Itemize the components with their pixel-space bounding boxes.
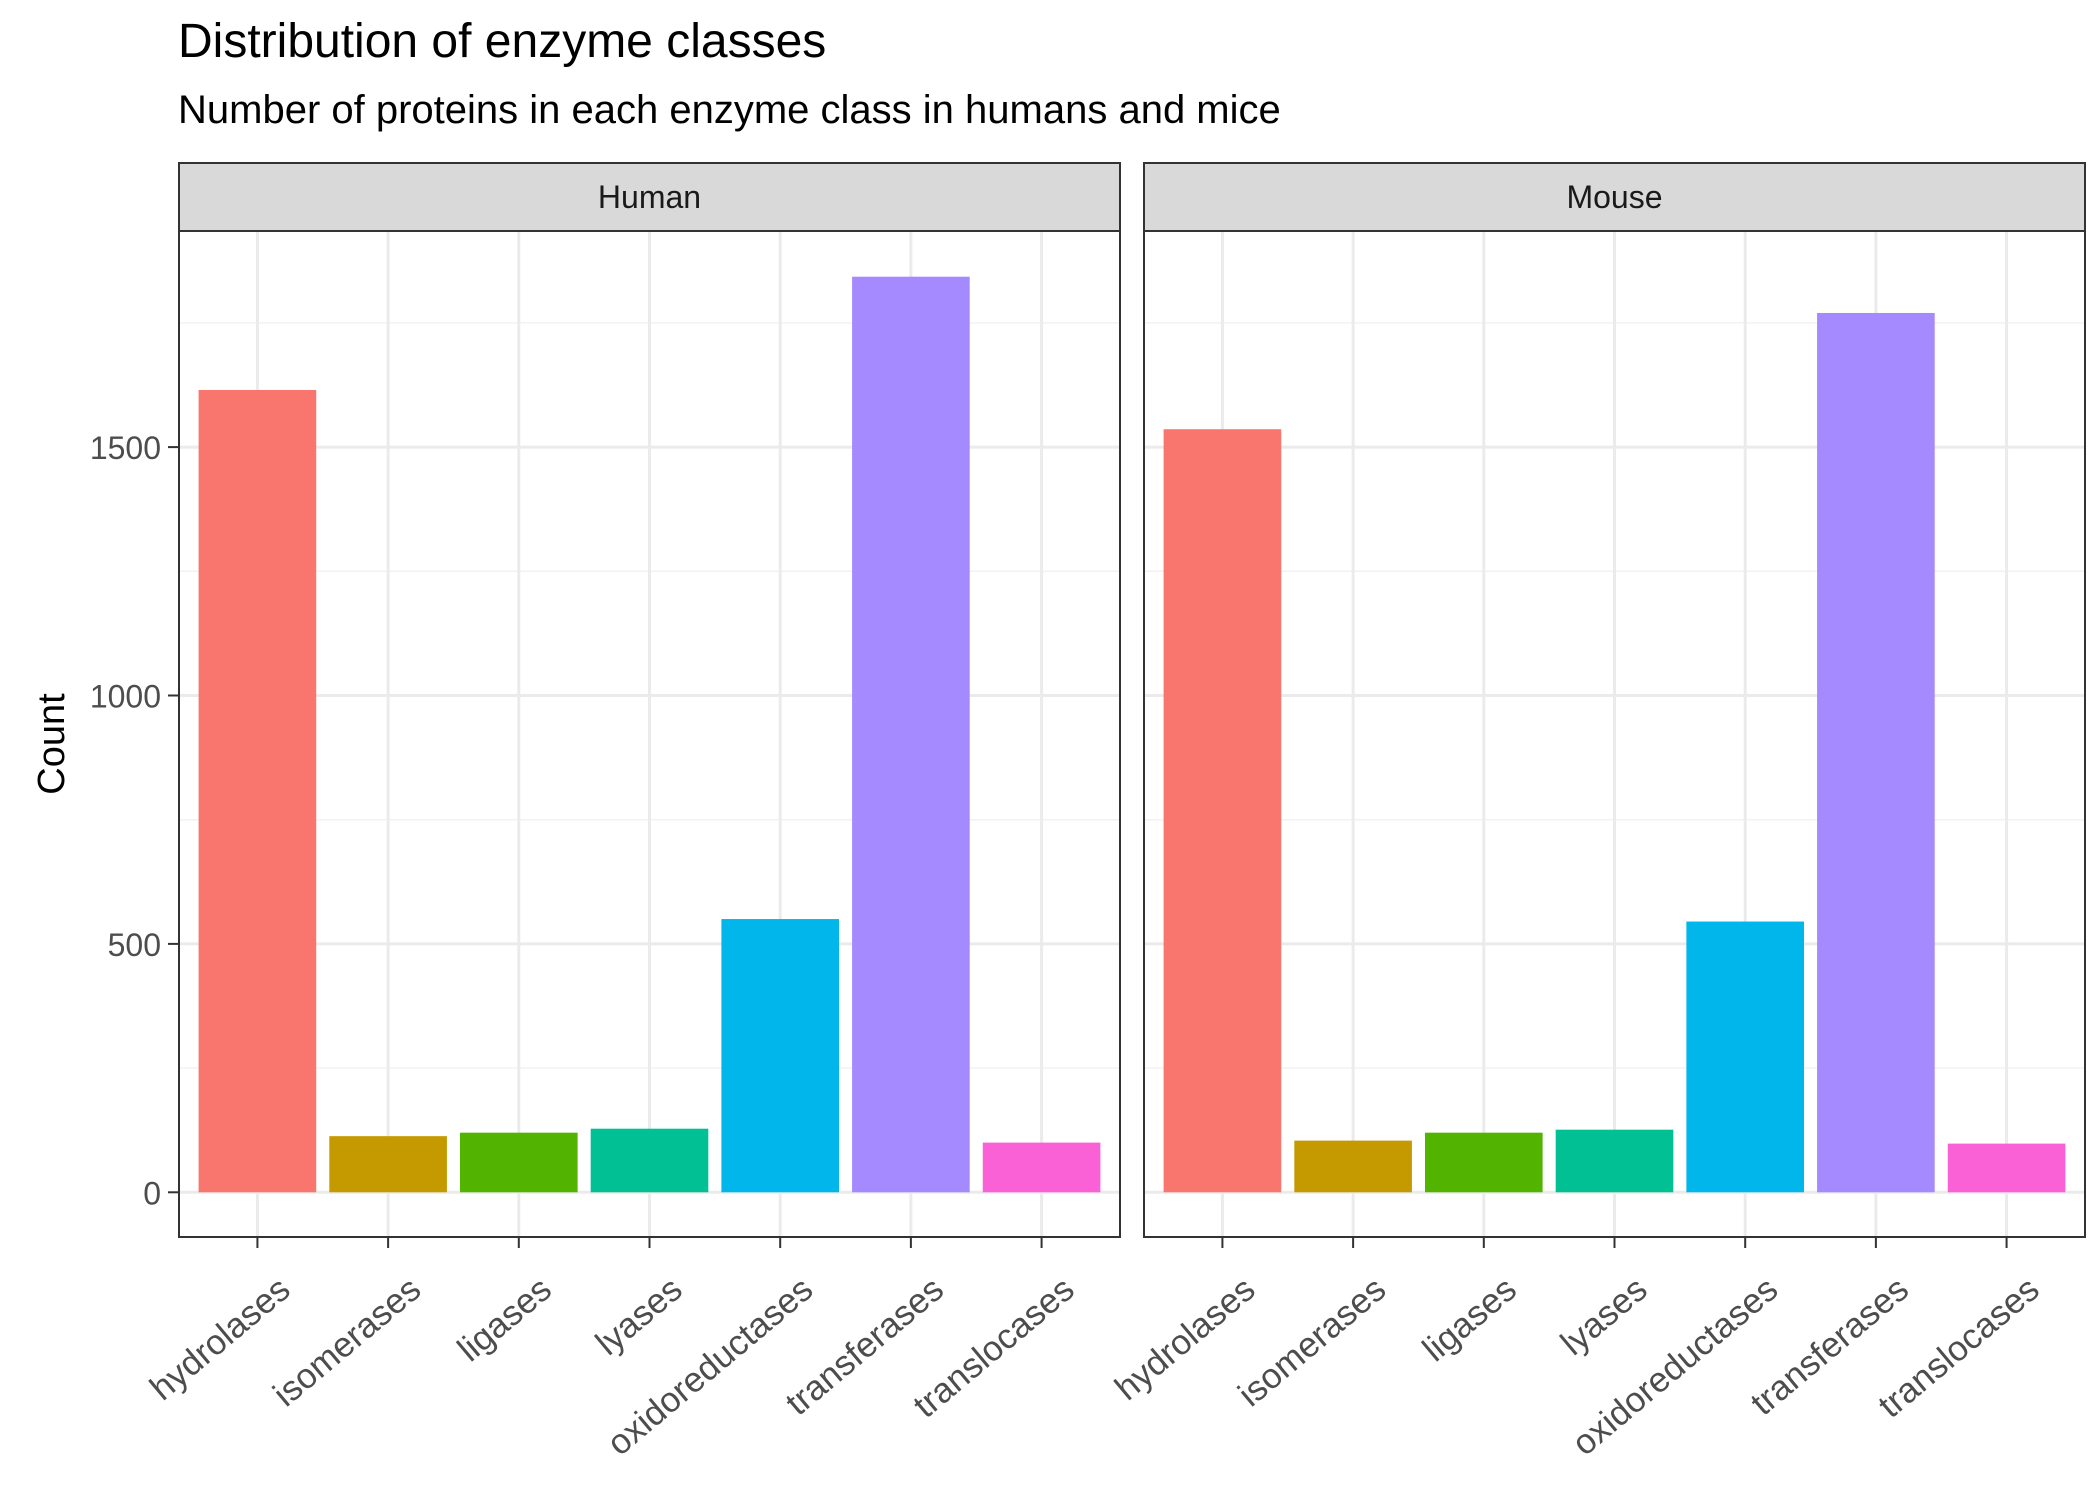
facet-label-mouse: Mouse	[1566, 179, 1662, 215]
bar-mouse-oxidoreductases	[1686, 921, 1805, 1193]
facet-strip-mouse	[1143, 162, 2086, 232]
bar-human-ligases	[459, 1132, 578, 1193]
bar-mouse-ligases	[1424, 1132, 1543, 1193]
facet-strip-human	[178, 162, 1121, 232]
y-axis-label: Count	[31, 693, 73, 795]
bar-human-isomerases	[329, 1136, 447, 1193]
y-tick-label: 1500	[90, 430, 161, 466]
bar-mouse-transferases	[1817, 312, 1935, 1193]
bar-human-lyases	[590, 1128, 709, 1193]
bar-mouse-lyases	[1555, 1129, 1674, 1193]
bar-mouse-isomerases	[1294, 1140, 1412, 1193]
bar-mouse-translocases	[1947, 1143, 2066, 1193]
x-tick-label: lyases	[588, 1269, 689, 1363]
bar-human-oxidoreductases	[721, 919, 840, 1193]
bar-mouse-hydrolases	[1163, 429, 1282, 1193]
facet-label-human: Human	[598, 179, 701, 215]
bar-human-translocases	[982, 1142, 1101, 1193]
x-tick-label: ligases	[450, 1269, 559, 1369]
x-tick-label: ligases	[1415, 1269, 1524, 1369]
chart-subtitle: Number of proteins in each enzyme class …	[178, 88, 1281, 132]
x-tick-label: lyases	[1553, 1269, 1654, 1363]
chart-title: Distribution of enzyme classes	[178, 15, 827, 68]
y-tick-label: 1000	[90, 678, 161, 714]
y-tick-label: 0	[143, 1175, 161, 1211]
bar-human-transferases	[852, 276, 970, 1193]
bar-human-hydrolases	[198, 389, 317, 1193]
y-tick-label: 500	[108, 927, 161, 963]
